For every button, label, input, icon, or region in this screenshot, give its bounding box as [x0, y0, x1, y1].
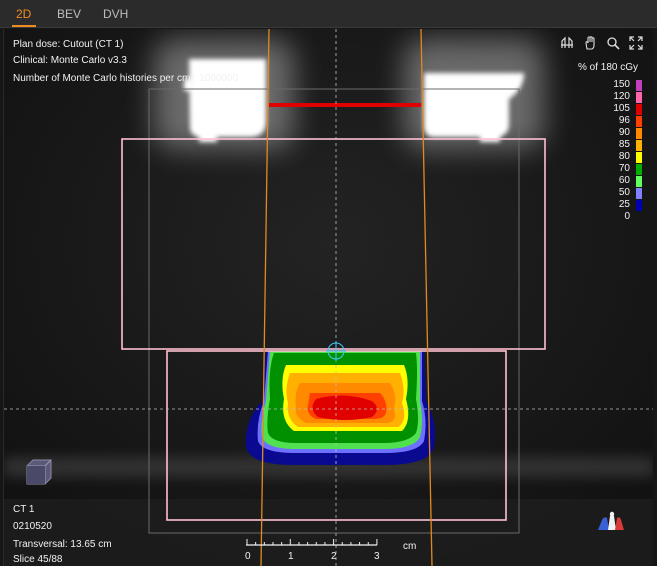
image-viewport[interactable]: Plan dose: Cutout (CT 1) Clinical: Monte… — [3, 29, 653, 566]
scale-tick-label: 3 — [374, 551, 380, 562]
dose-distribution — [245, 351, 435, 465]
applicator-left — [154, 39, 294, 149]
image-name: CT 1 — [13, 504, 35, 515]
legend-label: 85 — [618, 139, 630, 150]
legend-label: 120 — [613, 91, 630, 102]
tab-dvh[interactable]: DVH — [103, 7, 129, 21]
tab-2d[interactable]: 2D — [16, 7, 32, 21]
image-bounds — [148, 88, 520, 534]
viewer-toolbar — [560, 36, 643, 50]
legend-swatch — [636, 128, 642, 139]
scale-tick-label: 1 — [288, 551, 294, 562]
dose-legend: 150 120 105 96 90 85 80 70 60 50 25 0 — [600, 79, 650, 223]
scale-tick-label: 0 — [245, 551, 251, 562]
histories-label: Number of Monte Carlo histories per cm²:… — [13, 73, 239, 84]
pan-hand-icon[interactable] — [583, 36, 597, 50]
legend-label: 25 — [618, 199, 630, 210]
legend-row: 120 — [600, 91, 650, 103]
scale-unit: cm — [403, 541, 417, 552]
beam-icon[interactable] — [560, 36, 574, 50]
legend-swatch — [636, 116, 642, 127]
scale-bar: 0 1 2 3 cm — [244, 537, 424, 565]
plane-position: Transversal: 13.65 cm — [13, 539, 112, 550]
legend-label: 50 — [618, 187, 630, 198]
beam-edge-right — [420, 29, 433, 566]
contour-upper — [121, 138, 546, 350]
active-tab-indicator — [12, 25, 36, 27]
legend-label: 150 — [613, 79, 630, 90]
legend-swatch — [636, 152, 642, 163]
legend-row: 50 — [600, 187, 650, 199]
legend-row: 0 — [600, 211, 650, 223]
zoom-icon[interactable] — [606, 36, 620, 50]
legend-row: 70 — [600, 163, 650, 175]
fit-screen-icon[interactable] — [629, 36, 643, 50]
applicator-right — [404, 39, 544, 149]
image-id: 0210520 — [13, 521, 52, 532]
ct-scene — [4, 29, 653, 566]
legend-label: 80 — [618, 151, 630, 162]
scale-tick-label: 2 — [331, 551, 337, 562]
legend-label: 90 — [618, 127, 630, 138]
legend-label: 105 — [613, 103, 630, 114]
clinical-label: Clinical: Monte Carlo v3.3 — [13, 55, 127, 66]
legend-swatch — [636, 140, 642, 151]
plan-dose-label: Plan dose: Cutout (CT 1) — [13, 39, 124, 50]
beam-edge-left — [260, 29, 270, 566]
legend-label: 70 — [618, 163, 630, 174]
orientation-cube-icon[interactable] — [24, 457, 54, 487]
legend-row: 90 — [600, 127, 650, 139]
legend-label: 96 — [618, 115, 630, 126]
isocenter-marker[interactable] — [326, 341, 346, 361]
legend-label: 60 — [618, 175, 630, 186]
slice-counter: Slice 45/88 — [13, 554, 63, 565]
legend-swatch — [636, 200, 642, 211]
legend-row: 85 — [600, 139, 650, 151]
view-tabbar: 2D BEV DVH — [0, 0, 657, 28]
legend-row: 25 — [600, 199, 650, 211]
legend-row: 105 — [600, 103, 650, 115]
legend-row: 60 — [600, 175, 650, 187]
legend-swatch — [636, 104, 642, 115]
patient-orientation-icon — [598, 511, 624, 530]
legend-swatch — [636, 188, 642, 199]
scale-ruler — [246, 539, 378, 546]
tab-bev[interactable]: BEV — [57, 7, 82, 21]
legend-row: 150 — [600, 79, 650, 91]
legend-title: % of 180 cGy — [578, 62, 639, 73]
legend-swatch — [636, 92, 642, 103]
legend-swatch — [636, 164, 642, 175]
legend-swatch — [636, 176, 642, 187]
legend-row: 80 — [600, 151, 650, 163]
legend-swatch — [636, 80, 642, 91]
legend-row: 96 — [600, 115, 650, 127]
legend-label: 0 — [624, 211, 630, 222]
